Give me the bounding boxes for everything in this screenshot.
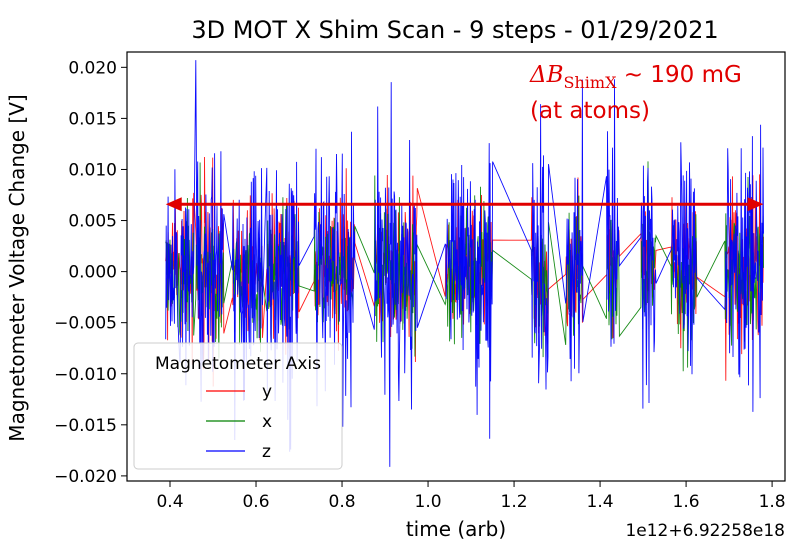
legend-label-z: z bbox=[262, 442, 271, 462]
annotation-arrow-head-right bbox=[747, 197, 764, 212]
legend-title: Magnetometer Axis bbox=[155, 354, 321, 374]
legend-box bbox=[133, 342, 343, 470]
y-tick-label: 0.010 bbox=[68, 160, 117, 180]
x-tick-label: 0.6 bbox=[242, 492, 269, 512]
annotation-line2: (at atoms) bbox=[530, 98, 650, 124]
legend-label-x: x bbox=[262, 412, 272, 432]
annotation-text: ΔBShimX ~ 190 mG bbox=[529, 62, 742, 92]
legend: Magnetometer Axis y x z bbox=[133, 342, 343, 470]
x-tick-label: 1.4 bbox=[587, 492, 614, 512]
annotation-delta-b: ΔB bbox=[529, 62, 564, 88]
x-tick-label: 1.6 bbox=[673, 492, 700, 512]
y-tick-label: 0.005 bbox=[68, 212, 117, 232]
x-tick-label: 0.4 bbox=[156, 492, 183, 512]
y-tick-label: 0.015 bbox=[68, 109, 117, 129]
x-tick-label: 1.8 bbox=[759, 492, 786, 512]
series-layer bbox=[165, 60, 764, 467]
y-tick-label: −0.015 bbox=[54, 416, 117, 436]
annotation-arrow-head-left bbox=[165, 197, 182, 212]
y-tick-label: 0.000 bbox=[68, 263, 117, 283]
y-tick-label: −0.020 bbox=[54, 467, 117, 487]
chart-title: 3D MOT X Shim Scan - 9 steps - 01/29/202… bbox=[191, 16, 718, 44]
y-axis-title: Magnetometer Voltage Change [V] bbox=[5, 94, 29, 441]
y-tick-label: −0.010 bbox=[54, 365, 117, 385]
y-tick-label: 0.020 bbox=[68, 58, 117, 78]
annotation-subscript: ShimX bbox=[564, 73, 618, 92]
plot-frame bbox=[126, 51, 786, 482]
ticks-layer: 0.4 0.6 0.8 1.0 1.2 1.4 1.6 1.8 0.020 0.015 0.010 0… bbox=[54, 58, 786, 512]
x-tick-label: 1.2 bbox=[501, 492, 528, 512]
legend-label-y: y bbox=[262, 382, 272, 402]
annotation-value: ~ 190 mG bbox=[616, 62, 741, 88]
annotation-arrow bbox=[165, 197, 764, 212]
series-line-z bbox=[165, 60, 764, 467]
y-tick-label: −0.005 bbox=[54, 314, 117, 334]
x-tick-label: 0.8 bbox=[329, 492, 356, 512]
x-axis-title: time (arb) bbox=[406, 517, 506, 541]
x-tick-label: 1.0 bbox=[415, 492, 442, 512]
x-offset-label: 1e12+6.92258e18 bbox=[625, 521, 785, 541]
